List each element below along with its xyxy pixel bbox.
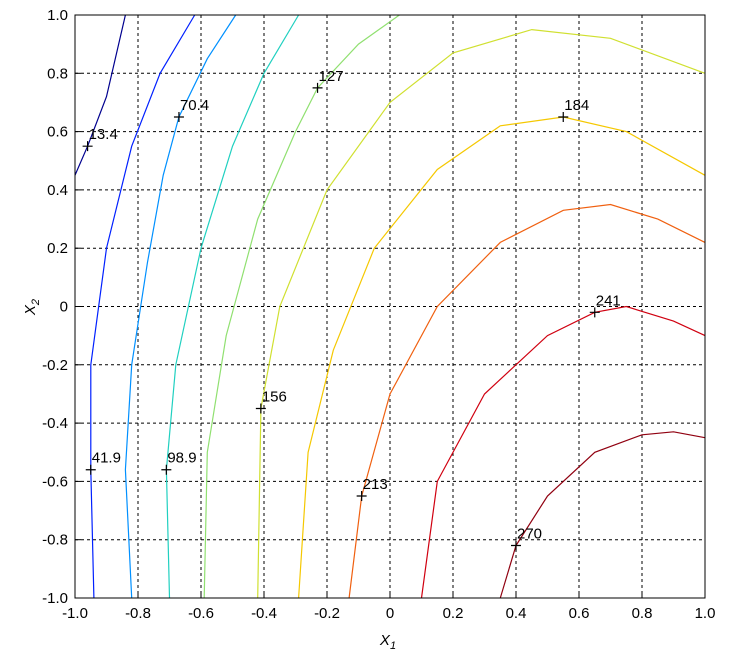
contour-label: 213: [363, 476, 388, 493]
y-tick-label: -0.6: [42, 473, 68, 490]
contour-label: 270: [517, 526, 542, 543]
label-marker: [85, 464, 96, 475]
contour-line: [203, 14, 400, 599]
x-tick-label: -0.2: [314, 605, 340, 622]
y-tick-label: -0.8: [42, 532, 68, 549]
contour-line: [124, 14, 237, 599]
y-label-main: X: [22, 304, 39, 316]
contour-label: 127: [319, 68, 344, 85]
label-marker: [161, 464, 172, 475]
contour-line: [298, 116, 706, 599]
y-tick-label: 0.6: [47, 124, 68, 141]
x-label-sub: 1: [390, 640, 396, 652]
x-tick-label: 0.6: [569, 605, 590, 622]
label-marker: [82, 141, 93, 152]
label-marker: [173, 112, 184, 123]
contour-label: 70.4: [180, 97, 209, 114]
x-tick-label: -0.4: [251, 605, 277, 622]
x-tick-label: 0.8: [632, 605, 653, 622]
y-tick-label: -0.4: [42, 415, 68, 432]
label-marker: [558, 112, 569, 123]
x-tick-label: 0: [386, 605, 394, 622]
contour-line: [348, 203, 706, 599]
x-tick-label: -0.8: [125, 605, 151, 622]
y-tick-label: 0.2: [47, 240, 68, 257]
x-tick-label: 1.0: [695, 605, 716, 622]
label-marker: [312, 82, 323, 93]
y-tick-label: 1.0: [47, 7, 68, 24]
axes-box: [74, 14, 706, 599]
contour-label: 184: [564, 97, 589, 114]
y-tick-label: 0: [60, 299, 68, 316]
x-label-main: X: [379, 632, 391, 649]
label-marker: [511, 540, 521, 551]
x-tick-label: 0.4: [506, 605, 527, 622]
contour-label: 98.9: [167, 450, 196, 467]
contour-line: [74, 14, 126, 176]
y-tick-label: 0.4: [47, 182, 68, 199]
x-tick-label: -0.6: [188, 605, 214, 622]
contour-label: 241: [596, 292, 621, 309]
contour-label: 13.4: [89, 126, 118, 143]
x-axis-label: X1: [379, 632, 396, 652]
x-tick-label: -1.0: [62, 605, 88, 622]
x-tick-label: 0.2: [443, 605, 464, 622]
contour-line: [420, 305, 706, 599]
label-marker: [589, 307, 600, 318]
y-axis-label: X2: [22, 299, 42, 316]
y-tick-label: -0.2: [42, 357, 68, 374]
contour-line: [257, 28, 706, 599]
y-tick-label: 0.8: [47, 65, 68, 82]
y-tick-label: -1.0: [42, 590, 68, 607]
label-marker: [255, 403, 266, 414]
label-marker: [356, 490, 367, 501]
y-label-sub: 2: [30, 299, 42, 306]
contour-label: 156: [262, 389, 287, 406]
contour-label: 41.9: [92, 450, 121, 467]
